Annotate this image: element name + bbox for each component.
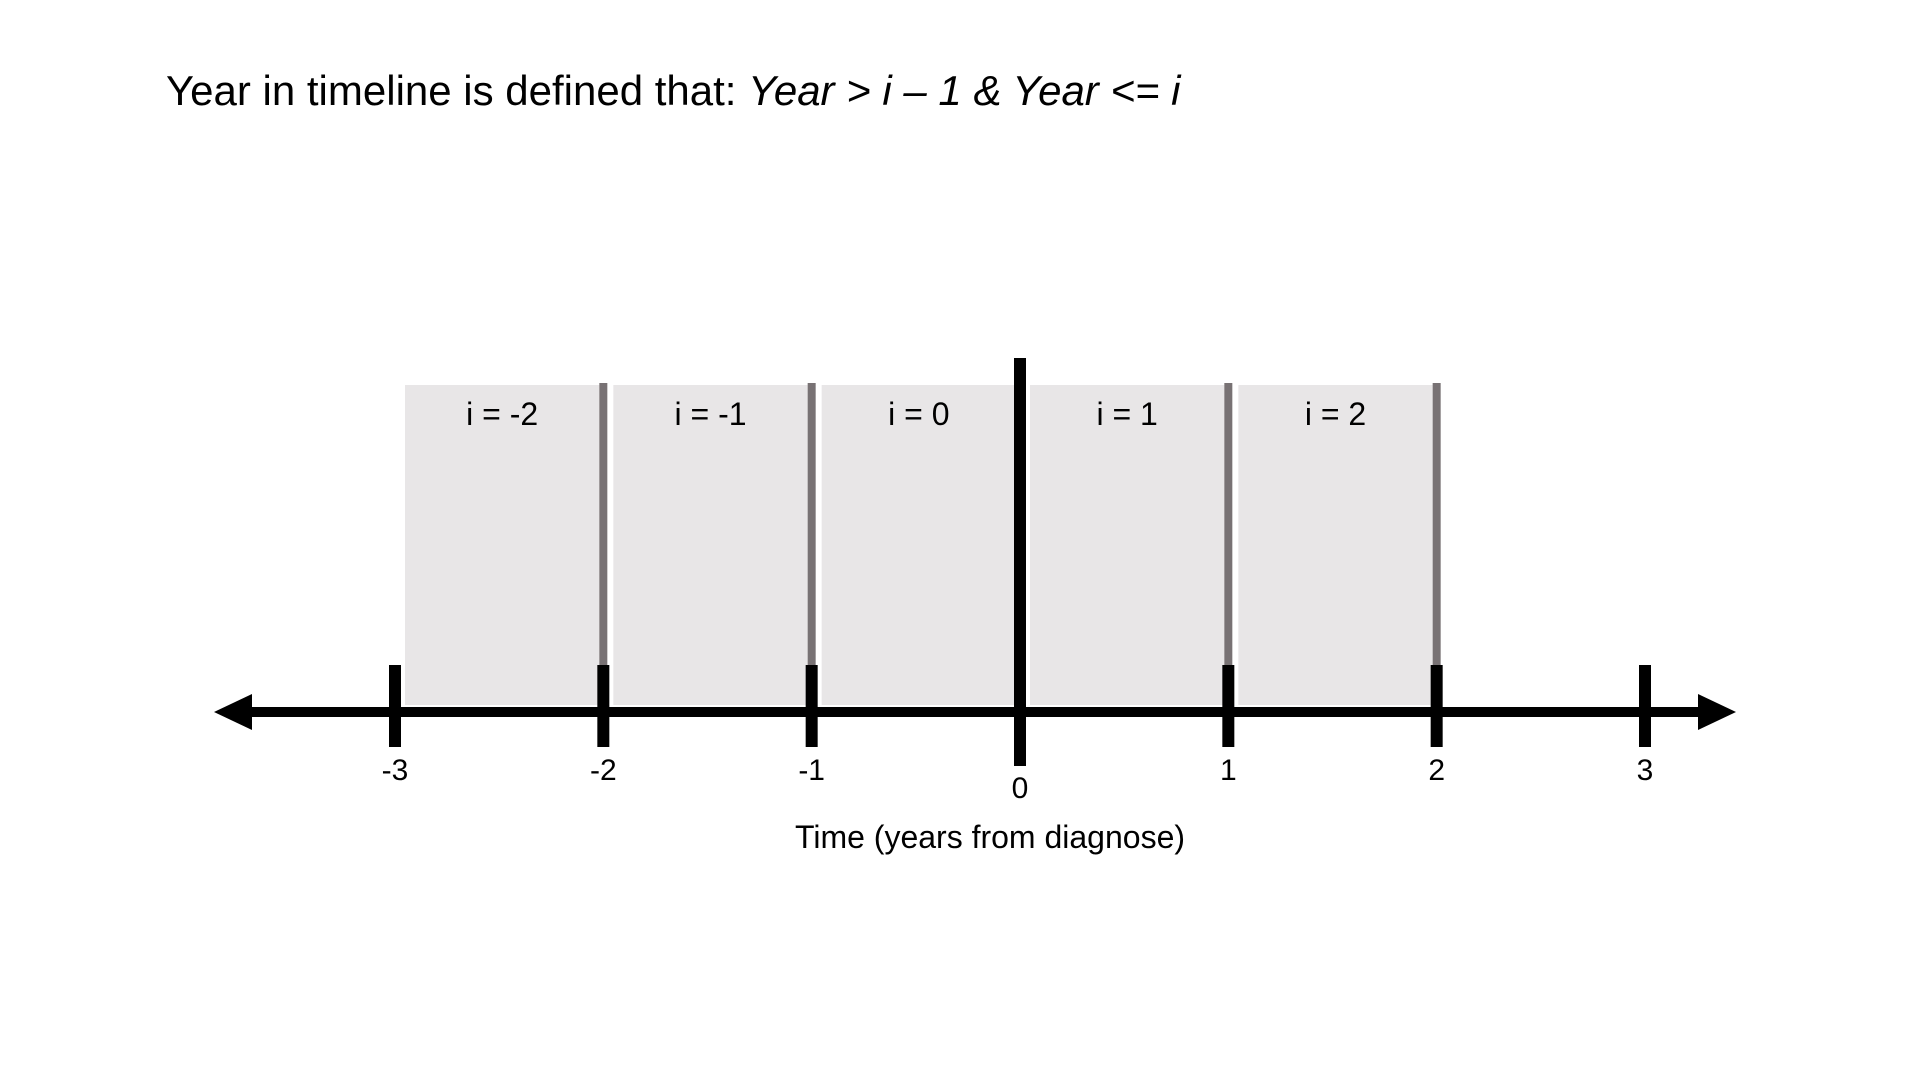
axis-label: Time (years from diagnose) [795, 819, 1185, 855]
title-prefix: Year in timeline is defined that: [166, 67, 749, 114]
segment-box-4 [1238, 385, 1433, 705]
segment-label-0: i = -2 [466, 396, 538, 432]
segment-label-1: i = -1 [674, 396, 746, 432]
segment-label-3: i = 1 [1096, 396, 1157, 432]
diagram-title: Year in timeline is defined that: Year >… [166, 66, 1181, 116]
tick-label-3: 0 [1012, 772, 1029, 805]
axis-tick-3 [1014, 358, 1026, 766]
title-formula: Year > i – 1 & Year <= i [748, 67, 1181, 114]
axis-tick-6 [1639, 665, 1651, 747]
tick-label-5: 2 [1428, 754, 1445, 787]
segments-layer [405, 383, 1441, 705]
segment-divider-4 [1432, 383, 1441, 705]
axis-arrow-left-icon [214, 694, 252, 730]
tick-label-1: -2 [590, 754, 617, 787]
axis-tick-2 [805, 665, 818, 747]
tick-label-6: 3 [1637, 754, 1654, 787]
axis-arrow-right-icon [1698, 694, 1736, 730]
segment-divider-0 [599, 383, 608, 705]
segment-label-4: i = 2 [1305, 396, 1366, 432]
segment-box-0 [405, 385, 600, 705]
axis-tick-5 [1430, 665, 1443, 747]
labels-layer: i = -2 i = -1 i = 0 i = 1 i = 2 -3 -2 -1 0 1 2 3 Tim… [382, 396, 1654, 855]
segment-label-2: i = 0 [888, 396, 949, 432]
tick-label-2: -1 [798, 754, 825, 787]
segment-box-3 [1030, 385, 1225, 705]
axis-tick-1 [597, 665, 610, 747]
tick-label-0: -3 [382, 754, 409, 787]
segment-box-1 [613, 385, 808, 705]
axis-layer [214, 358, 1736, 766]
segment-box-2 [821, 385, 1016, 705]
axis-tick-4 [1222, 665, 1235, 747]
tick-label-4: 1 [1220, 754, 1237, 787]
segment-divider-1 [807, 383, 816, 705]
segment-divider-3 [1224, 383, 1233, 705]
axis-tick-0 [389, 665, 401, 747]
